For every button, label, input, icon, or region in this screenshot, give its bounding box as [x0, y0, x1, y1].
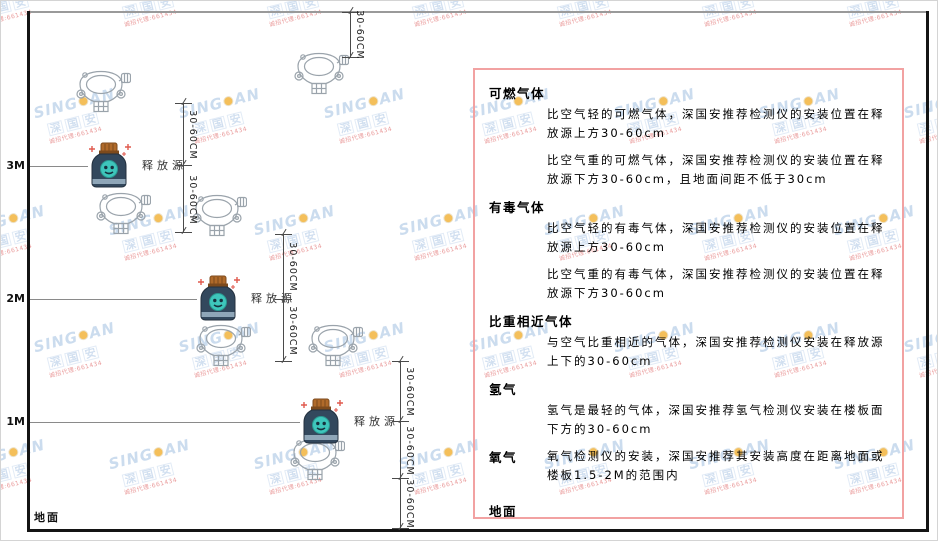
info-panel: 可燃气体 比空气轻的可燃气体，深国安推荐检测仪的安装位置在释放源上方30-60cm…: [473, 68, 904, 519]
right-wall-line: [926, 11, 929, 531]
dimension-label: 30-60CM: [287, 306, 298, 356]
dimension-segment-1m-above: 30-60CM: [392, 361, 415, 422]
section-title: 比重相近气体: [489, 314, 574, 329]
release-source-icon: [194, 275, 242, 321]
dimension-segment-ground-clearance: 30-60CM: [392, 479, 415, 529]
section-title: 氧气: [489, 450, 518, 465]
dimension-label: 30-60CM: [404, 425, 415, 476]
dimension-label: 30-60CM: [187, 109, 198, 160]
ceiling-line: [28, 11, 929, 13]
release-source-1m: 释放源: [297, 398, 399, 444]
dimension-segment-1m-below: 30-60CM: [392, 422, 415, 479]
dimension-segment-ceiling: 30-60CM: [342, 10, 365, 60]
panel-section: 氢气氢气是最轻的气体，深国安推荐氢气检测仪安装在楼板面下方的30-60cm: [485, 379, 892, 439]
gas-detector-icon: [95, 191, 151, 235]
height-label-1m: 1M: [6, 415, 25, 428]
dimension-label: 30-60CM: [354, 10, 365, 60]
dimension-segment-3m-above: 30-60CM: [175, 103, 198, 166]
panel-section: 地面检测仪地面间距，深国安推荐在30-60cm，且不得小于30cm，因为过低容易…: [485, 501, 892, 519]
info-panel-sections: 可燃气体 比空气轻的可燃气体，深国安推荐检测仪的安装位置在释放源上方30-60cm…: [485, 83, 892, 519]
dimension-segment-2m-below: 30-60CM: [275, 300, 298, 362]
section-title: 地面: [489, 504, 518, 519]
dimension-segment-2m-above: 30-60CM: [275, 234, 298, 300]
panel-section: 氧气 氧气检测仪的安装，深国安推荐其安装高度在距离地面或楼板1.5-2M的范围内: [485, 447, 892, 485]
section-title: 氢气: [489, 382, 518, 397]
section-title: 有毒气体: [489, 200, 546, 215]
gas-detector-icon: [75, 69, 131, 113]
release-source-label: 释放源: [354, 415, 399, 428]
ref-line-3m: [30, 166, 88, 167]
gas-detector-icon: [293, 51, 349, 95]
dimension-label: 30-60CM: [287, 242, 298, 292]
ref-line-1m: [30, 422, 300, 423]
dimension-label: 30-60CM: [404, 479, 415, 529]
gas-detector-icon: [195, 323, 251, 367]
panel-section: 有毒气体 比空气轻的有毒气体，深国安推荐检测仪的安装位置在释放源上方30-60cm…: [485, 197, 892, 303]
panel-section: 可燃气体 比空气轻的可燃气体，深国安推荐检测仪的安装位置在释放源上方30-60cm…: [485, 83, 892, 189]
section-paragraph: 比空气重的可燃气体，深国安推荐检测仪的安装位置在释放源下方30-60cm，且地面…: [547, 153, 885, 186]
panel-section: 比重相近气体与空气比重相近的气体，深国安推荐检测仪安装在释放源上下的30-60c…: [485, 311, 892, 371]
height-label-2m: 2M: [6, 292, 25, 305]
ground-label: 地面: [34, 511, 60, 524]
gas-detector-icon: [191, 193, 247, 237]
section-paragraph: 氧气检测仪的安装，深国安推荐其安装高度在距离地面或楼板1.5-2M的范围内: [547, 449, 885, 482]
release-source-icon: [85, 142, 133, 188]
release-source-icon: [297, 398, 345, 444]
section-paragraph: 比空气轻的可燃气体，深国安推荐检测仪的安装位置在释放源上方30-60cm: [547, 107, 885, 140]
release-source-3m: 释放源: [85, 142, 187, 188]
floor-line: [27, 529, 929, 532]
ref-line-2m: [30, 299, 197, 300]
dimension-segment-3m-below: 30-60CM: [175, 166, 198, 233]
left-wall-line: [27, 11, 30, 531]
section-title: 可燃气体: [489, 86, 546, 101]
dimension-label: 30-60CM: [404, 366, 415, 417]
dimension-label: 30-60CM: [187, 174, 198, 225]
section-paragraph: 比空气轻的有毒气体，深国安推荐检测仪的安装位置在释放源上方30-60cm: [547, 221, 885, 254]
section-paragraph: 与空气比重相近的气体，深国安推荐检测仪安装在释放源上下的30-60cm: [547, 335, 885, 368]
height-label-3m: 3M: [6, 159, 25, 172]
section-paragraph: 比空气重的有毒气体，深国安推荐检测仪的安装位置在释放源下方30-60cm: [547, 267, 885, 300]
section-paragraph: 氢气是最轻的气体，深国安推荐氢气检测仪安装在楼板面下方的30-60cm: [547, 403, 885, 436]
gas-detector-icon: [307, 323, 363, 367]
release-source-label: 释放源: [251, 292, 296, 305]
release-source-2m: 释放源: [194, 275, 296, 321]
release-source-label: 释放源: [142, 159, 187, 172]
